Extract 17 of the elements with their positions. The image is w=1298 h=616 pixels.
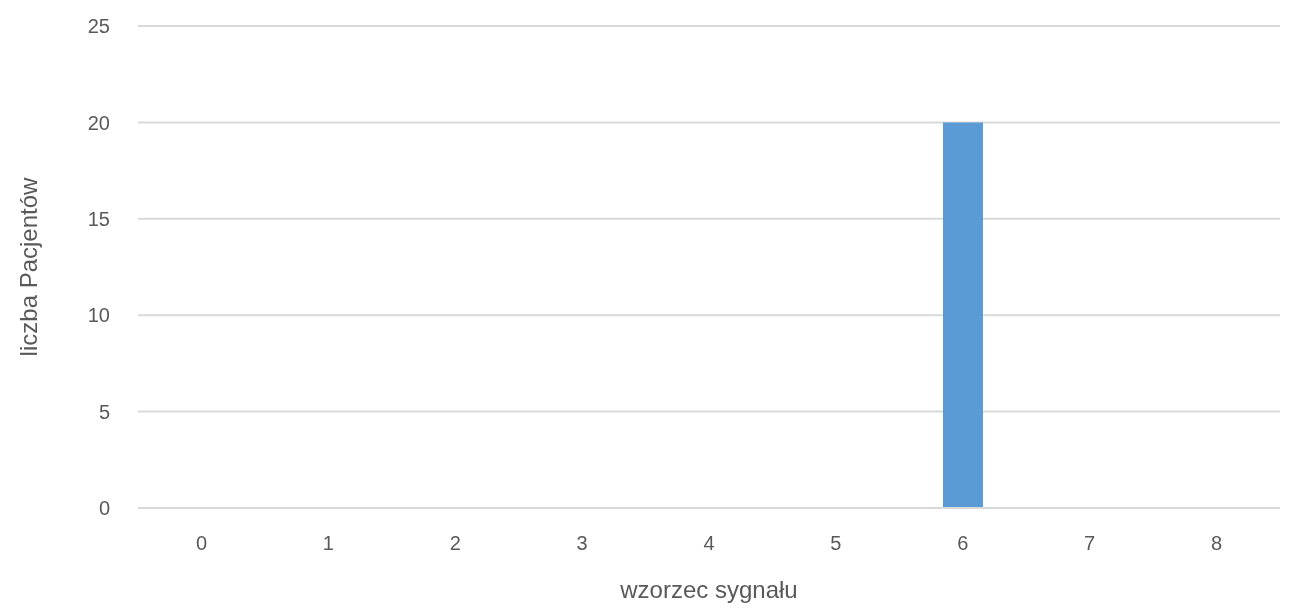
x-axis-title: wzorzec sygnału <box>619 576 798 603</box>
x-tick-label: 3 <box>576 532 588 555</box>
x-tick-label: 1 <box>322 532 334 555</box>
y-tick-label: 0 <box>98 497 110 520</box>
y-tick-label: 15 <box>87 207 110 230</box>
x-tick-label: 2 <box>449 532 461 555</box>
x-tick-label: 6 <box>957 532 969 555</box>
x-tick-label: 0 <box>195 532 208 555</box>
x-tick-label: 8 <box>1210 532 1223 555</box>
x-tick-label: 7 <box>1084 532 1096 555</box>
x-tick-label: 5 <box>830 532 842 555</box>
y-tick-label: 10 <box>87 304 110 327</box>
x-tick-label: 4 <box>703 532 715 555</box>
y-tick-label: 20 <box>87 111 110 134</box>
y-tick-label: 25 <box>87 15 110 38</box>
y-tick-label: 5 <box>98 400 110 423</box>
y-axis-title: liczba Pacjentów <box>14 176 42 357</box>
